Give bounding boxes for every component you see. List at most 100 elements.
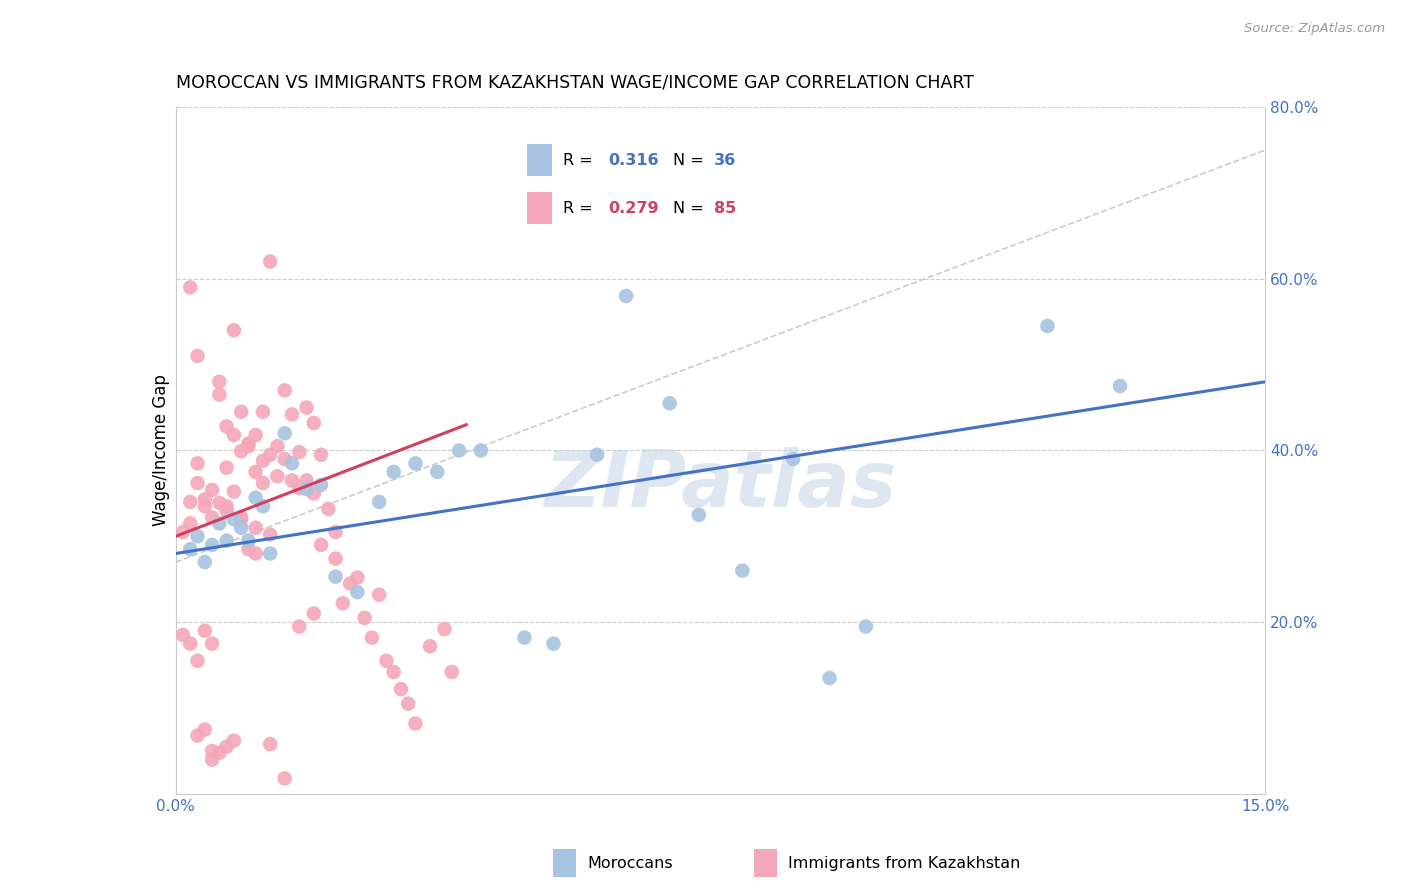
Point	[295, 474, 318, 488]
Point	[288, 481, 311, 495]
Point	[186, 349, 209, 363]
Point	[208, 746, 231, 760]
Point	[215, 533, 238, 548]
Point	[513, 631, 536, 645]
Point	[252, 500, 274, 514]
Point	[318, 501, 340, 516]
Point	[222, 428, 245, 442]
Point	[186, 654, 209, 668]
Point	[252, 405, 274, 419]
Point	[855, 619, 877, 633]
Point	[172, 524, 194, 539]
Point	[658, 396, 681, 410]
Y-axis label: Wage/Income Gap: Wage/Income Gap	[152, 375, 170, 526]
Point	[274, 384, 297, 398]
Bar	[553, 849, 576, 877]
Bar	[754, 849, 778, 877]
Point	[368, 588, 391, 602]
Point	[238, 439, 260, 453]
Point	[215, 419, 238, 434]
Point	[179, 542, 201, 557]
Point	[194, 723, 217, 737]
Point	[208, 516, 231, 531]
Point	[186, 476, 209, 491]
Point	[288, 619, 311, 633]
Point	[231, 512, 253, 526]
Point	[215, 500, 238, 514]
Point	[295, 482, 318, 496]
Point	[419, 639, 441, 653]
Point	[186, 456, 209, 470]
Point	[259, 527, 281, 541]
Point	[1036, 318, 1059, 333]
Point	[245, 491, 267, 505]
Point	[295, 401, 318, 415]
Point	[179, 637, 201, 651]
Point	[215, 460, 238, 475]
Point	[688, 508, 710, 522]
Point	[231, 510, 253, 524]
Point	[470, 443, 492, 458]
Point	[309, 478, 332, 492]
Point	[201, 510, 224, 524]
Point	[266, 469, 288, 483]
Point	[208, 496, 231, 510]
Point	[172, 628, 194, 642]
Point	[215, 503, 238, 517]
Point	[346, 585, 368, 599]
Point	[201, 744, 224, 758]
Point	[274, 772, 297, 786]
Point	[389, 682, 412, 697]
Point	[281, 408, 304, 422]
Point	[426, 465, 449, 479]
Text: Source: ZipAtlas.com: Source: ZipAtlas.com	[1244, 22, 1385, 36]
Point	[194, 492, 217, 507]
Point	[222, 512, 245, 526]
Point	[396, 697, 419, 711]
Point	[231, 444, 253, 458]
Point	[302, 486, 325, 500]
Point	[245, 428, 267, 442]
Point	[302, 416, 325, 430]
Point	[222, 484, 245, 499]
Point	[433, 622, 456, 636]
Point	[368, 495, 391, 509]
Point	[288, 445, 311, 459]
Point	[245, 546, 267, 561]
Point	[208, 387, 231, 401]
Point	[259, 448, 281, 462]
Point	[405, 716, 427, 731]
Point	[222, 733, 245, 747]
Point	[818, 671, 841, 685]
Point	[238, 436, 260, 450]
Text: ZIPatlas: ZIPatlas	[544, 447, 897, 523]
Point	[201, 637, 224, 651]
Point	[614, 289, 637, 303]
Text: Moroccans: Moroccans	[588, 855, 673, 871]
Point	[201, 753, 224, 767]
Point	[325, 569, 347, 583]
Point	[222, 323, 245, 337]
Point	[252, 476, 274, 491]
Point	[782, 452, 804, 467]
Point	[586, 448, 609, 462]
Point	[405, 456, 427, 470]
Point	[238, 542, 260, 557]
Point	[231, 405, 253, 419]
Point	[179, 495, 201, 509]
Text: MOROCCAN VS IMMIGRANTS FROM KAZAKHSTAN WAGE/INCOME GAP CORRELATION CHART: MOROCCAN VS IMMIGRANTS FROM KAZAKHSTAN W…	[176, 74, 974, 92]
Point	[201, 483, 224, 497]
Point	[339, 576, 361, 591]
Point	[266, 439, 288, 453]
Point	[346, 570, 368, 584]
Point	[332, 596, 354, 610]
Text: Immigrants from Kazakhstan: Immigrants from Kazakhstan	[789, 855, 1021, 871]
Point	[245, 521, 267, 535]
Point	[231, 521, 253, 535]
Point	[281, 456, 304, 470]
Point	[259, 254, 281, 268]
Point	[194, 555, 217, 569]
Point	[447, 443, 470, 458]
Point	[194, 624, 217, 638]
Point	[325, 551, 347, 566]
